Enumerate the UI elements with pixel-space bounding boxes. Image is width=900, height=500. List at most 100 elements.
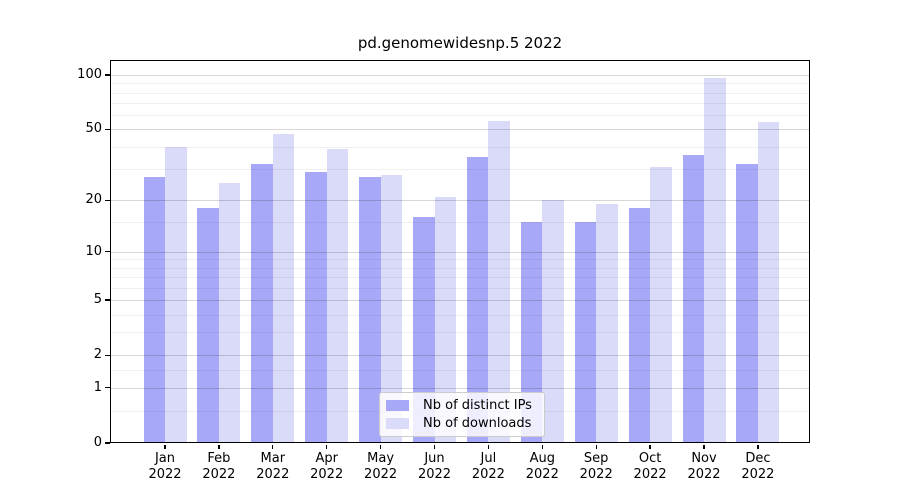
x-tick-label: Jun 2022	[407, 451, 463, 482]
legend-label-downloads: Nb of downloads	[423, 416, 532, 431]
y-tick-label: 50	[85, 121, 102, 137]
bar-ips-dec	[736, 164, 758, 443]
x-tick-year: 2022	[579, 466, 613, 482]
x-tick-label: Dec 2022	[730, 451, 786, 482]
bar-ips-may	[359, 177, 381, 443]
x-tick-mark	[326, 444, 328, 449]
x-tick-mark	[487, 444, 490, 449]
x-tick-label: Jul 2022	[460, 451, 516, 482]
x-tick-label: Jan 2022	[137, 451, 193, 482]
x-tick-mark	[433, 444, 436, 449]
bar-downloads-jun	[434, 196, 456, 443]
legend-item-distinct-ips: Nb of distinct IPs	[386, 398, 536, 413]
y-tick-label: 2	[93, 347, 102, 363]
x-tick-year: 2022	[687, 466, 721, 482]
gridline-major	[110, 75, 810, 76]
gridline-minor	[110, 369, 810, 371]
y-tick-mark	[104, 354, 110, 357]
bar-downloads-nov	[704, 78, 726, 443]
x-tick-mark	[649, 444, 651, 449]
y-tick-label: 5	[93, 292, 102, 308]
bar-ips-jun	[413, 217, 435, 443]
y-tick-mark	[104, 251, 110, 253]
y-tick-label: 100	[77, 67, 102, 82]
bar-ips-aug	[520, 221, 543, 443]
y-tick-mark	[104, 299, 110, 301]
x-tick-month: May	[367, 451, 395, 466]
y-tick-mark	[104, 128, 110, 131]
x-tick-year: 2022	[471, 466, 505, 482]
legend-label-distinct-ips: Nb of distinct IPs	[423, 398, 532, 413]
x-tick-year: 2022	[310, 466, 344, 482]
bar-ips-nov	[682, 155, 704, 443]
x-tick-month: Jan	[154, 451, 176, 466]
bar-ips-mar	[251, 164, 273, 443]
x-tick-mark	[703, 444, 705, 449]
bar-downloads-feb	[218, 183, 241, 443]
x-tick-label: Oct 2022	[622, 451, 678, 482]
bar-downloads-may	[380, 174, 403, 443]
bar-downloads-jan	[165, 146, 187, 443]
x-tick-month: Apr	[315, 451, 338, 466]
y-tick-label: 20	[85, 192, 102, 208]
gridline-minor	[110, 332, 810, 334]
bar-downloads-apr	[326, 148, 349, 443]
x-tick-year: 2022	[364, 466, 398, 482]
x-tick-year: 2022	[741, 466, 775, 482]
gridline-minor	[110, 103, 810, 105]
x-tick-year: 2022	[202, 466, 236, 482]
bar-ips-jan	[143, 177, 165, 443]
gridline-minor	[110, 146, 810, 148]
x-tick-label: Nov 2022	[676, 451, 732, 482]
bar-ips-apr	[305, 171, 327, 443]
x-tick-label: Feb 2022	[191, 451, 247, 482]
legend-item-downloads: Nb of downloads	[386, 416, 536, 431]
gridline-minor	[110, 83, 810, 85]
gridline-major	[110, 387, 810, 389]
x-tick-year: 2022	[417, 466, 452, 482]
bar-downloads-mar	[272, 134, 295, 443]
gridline-minor	[110, 267, 810, 269]
legend: Nb of distinct IPs Nb of downloads	[379, 392, 545, 437]
gridline-major	[110, 300, 810, 302]
bar-ips-sep	[574, 221, 597, 443]
x-tick-year: 2022	[256, 466, 290, 482]
y-tick-label: 0	[93, 435, 102, 450]
gridline-minor	[110, 221, 810, 223]
chart-title: pd.genomewidesnp.5 2022	[357, 34, 563, 52]
x-tick-mark	[595, 444, 597, 449]
gridline-minor	[110, 169, 810, 171]
y-tick-mark	[104, 442, 110, 444]
x-tick-month: Dec	[745, 451, 771, 466]
gridline-minor	[110, 287, 810, 289]
x-tick-label: Mar 2022	[245, 451, 301, 482]
x-tick-month: Oct	[638, 451, 662, 466]
x-tick-mark	[541, 444, 543, 449]
y-tick-mark	[104, 74, 110, 76]
gridline-major	[110, 129, 810, 131]
bar-downloads-aug	[542, 200, 564, 443]
x-tick-mark	[757, 444, 759, 449]
bar-downloads-jul	[488, 120, 510, 443]
plot-area	[110, 60, 810, 443]
x-tick-month: Aug	[529, 451, 555, 466]
x-tick-year: 2022	[633, 466, 667, 482]
gridline-minor	[110, 314, 810, 316]
x-tick-mark	[218, 444, 220, 449]
x-tick-label: Sep 2022	[568, 451, 624, 482]
legend-swatch-distinct-ips	[386, 400, 409, 411]
y-tick-mark	[104, 199, 110, 201]
y-tick-mark	[104, 387, 110, 389]
x-tick-label: Aug 2022	[514, 451, 570, 482]
bar-ips-jul	[466, 157, 489, 443]
x-tick-year: 2022	[148, 466, 182, 482]
gridline-minor	[110, 115, 810, 117]
bar-ips-feb	[197, 208, 219, 443]
gridline-minor	[110, 259, 810, 261]
legend-swatch-downloads	[386, 418, 409, 429]
gridline-major	[110, 355, 810, 357]
gridline-minor	[110, 277, 810, 279]
x-tick-month: Jul	[480, 451, 497, 466]
x-tick-label: Apr 2022	[299, 451, 355, 482]
